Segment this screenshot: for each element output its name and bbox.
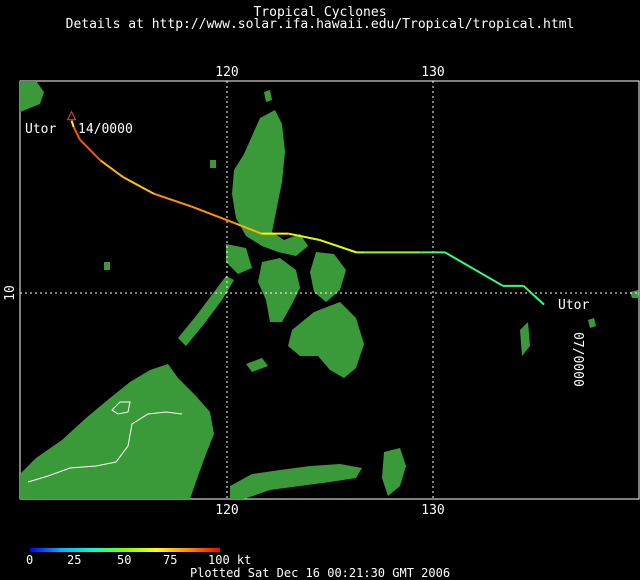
track-segment bbox=[522, 285, 545, 306]
land-visayas bbox=[258, 258, 300, 322]
track-segment bbox=[288, 232, 320, 241]
storm-name-start: Utor bbox=[25, 122, 56, 137]
track-segment bbox=[79, 138, 102, 162]
land-islet bbox=[210, 160, 216, 168]
land-hainan bbox=[20, 81, 44, 112]
land-islet bbox=[264, 90, 272, 102]
intensity-colorbar bbox=[30, 548, 220, 552]
track-segment bbox=[153, 192, 192, 208]
legend-tick-75: 75 bbox=[163, 553, 178, 567]
tick-lon-top-120: 120 bbox=[215, 65, 238, 80]
track-segment bbox=[122, 176, 155, 195]
storm-track bbox=[70, 120, 545, 306]
land-palau bbox=[520, 322, 530, 356]
plotted-timestamp: Plotted Sat Dec 16 00:21:30 GMT 2006 bbox=[189, 566, 451, 580]
track-segment bbox=[234, 222, 262, 235]
borneo-border bbox=[27, 411, 183, 483]
storm-name-end: Utor bbox=[558, 298, 589, 313]
track-segment bbox=[99, 159, 124, 178]
storm-date-end: 07/0000 bbox=[570, 332, 585, 387]
tick-lon-top-130: 130 bbox=[421, 65, 444, 80]
track-segment bbox=[444, 251, 504, 287]
track-segment bbox=[190, 205, 235, 225]
tick-lon-bottom-130: 130 bbox=[421, 503, 444, 518]
track-segment bbox=[72, 126, 81, 140]
track-segment bbox=[70, 120, 75, 128]
map-subtitle: Details at http://www.solar.ifa.hawaii.e… bbox=[65, 17, 575, 32]
tick-lat-left-10: 10 bbox=[3, 285, 18, 301]
land-borneo bbox=[20, 364, 214, 499]
land-mindanao bbox=[288, 302, 364, 378]
land-mindoro bbox=[226, 244, 252, 274]
land-islet bbox=[104, 262, 110, 270]
land-islet bbox=[630, 290, 639, 298]
map-title: Tropical Cyclones bbox=[253, 5, 387, 20]
storm-start-marker bbox=[66, 110, 77, 121]
land-sulu bbox=[246, 358, 268, 372]
land-halmahera bbox=[382, 448, 406, 496]
grid-lines bbox=[20, 81, 639, 499]
tick-lon-bottom-120: 120 bbox=[215, 503, 238, 518]
land-islet bbox=[588, 318, 596, 328]
land-samar bbox=[310, 252, 346, 302]
storm-date-start: 14/0000 bbox=[78, 122, 133, 137]
legend-tick-0: 0 bbox=[26, 553, 34, 567]
land-luzon bbox=[232, 110, 308, 256]
land-sulawesi bbox=[230, 464, 362, 499]
legend-tick-50: 50 bbox=[117, 553, 132, 567]
track-segment bbox=[318, 238, 357, 254]
legend-tick-25: 25 bbox=[67, 553, 82, 567]
brunei-border bbox=[111, 401, 131, 415]
legend-tick-100: 100 kt bbox=[208, 553, 252, 567]
